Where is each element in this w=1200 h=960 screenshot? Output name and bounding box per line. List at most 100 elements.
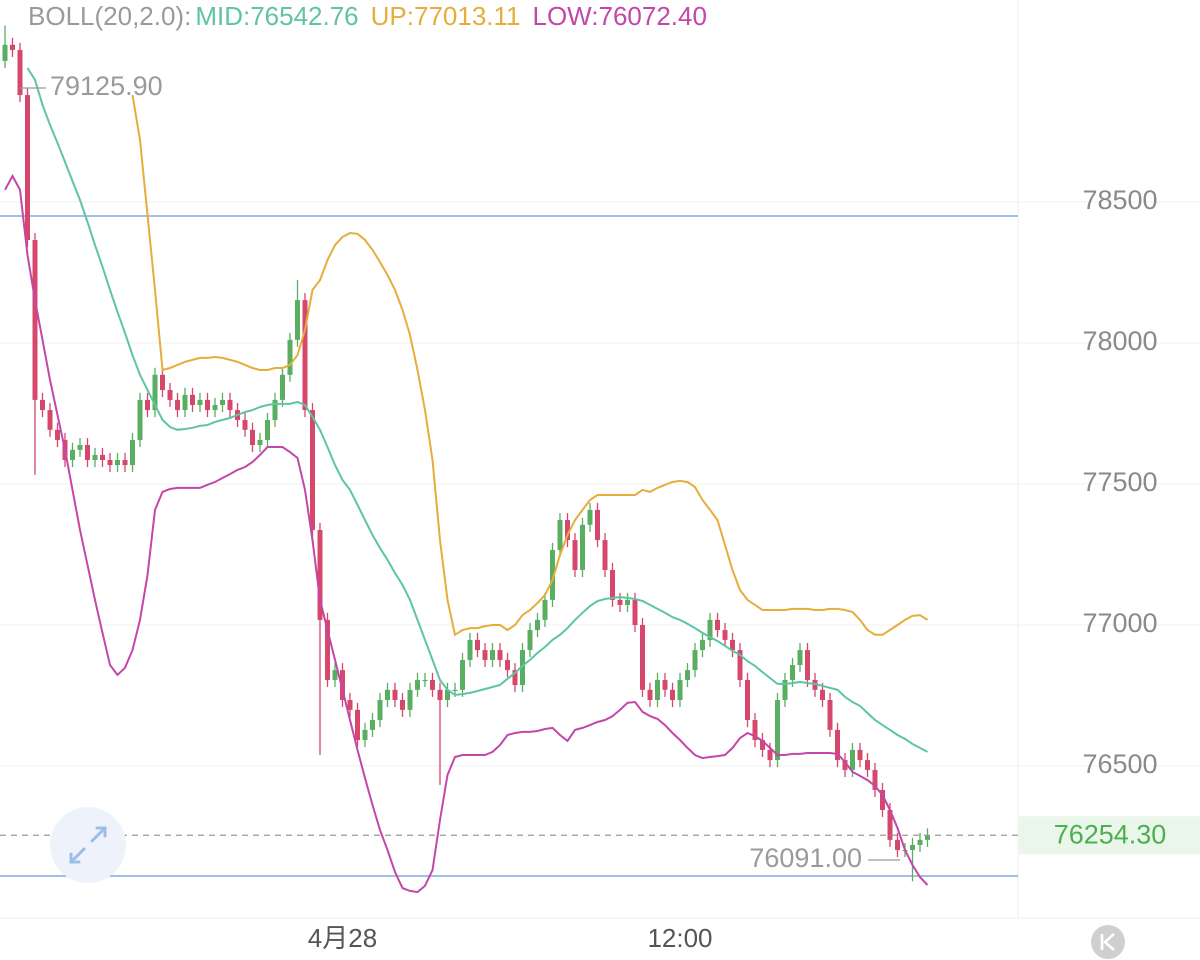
candle-body [145,399,150,411]
boll-line [131,94,929,637]
candle-body [10,44,15,50]
candle-body [152,374,158,411]
candle-body [137,399,143,440]
candle-body [872,769,878,790]
candle-body [122,459,128,466]
candle-body [407,689,413,710]
candle-body [520,650,525,686]
plot [0,25,1018,894]
candle-body [640,624,645,690]
expand-button-bg[interactable] [50,807,126,883]
candle-body [602,540,608,570]
candle-body [595,509,600,541]
expand-button[interactable] [50,807,126,883]
candle-body [557,520,563,550]
candle-body [77,445,83,450]
candle-body [715,619,720,631]
candle-body [730,639,735,651]
candle-body [100,454,105,460]
candle-body [40,399,45,411]
last-price-label: 76254.30 [1054,819,1167,849]
candle-body [655,679,660,700]
candle-body [197,399,203,405]
candle-body [115,459,120,466]
boll-line [4,173,929,894]
candle-body [370,720,375,730]
candle-body [542,599,548,620]
candle-body [670,689,675,700]
candle-body [265,419,270,440]
candle-body [617,599,623,605]
candle-body [887,809,893,840]
candle-body [497,650,503,660]
indicator-name: BOLL(20,2.0): [28,1,191,31]
kline-button-bg[interactable] [1091,925,1125,959]
candle-body [175,399,180,411]
candle-body [430,679,435,690]
candle-body [857,749,863,761]
candle-body [317,529,323,620]
legend-entry: LOW:76072.40 [533,1,707,31]
candle-body [92,454,98,460]
candle-body [310,410,315,530]
candle-body [400,699,405,710]
candle-body [182,394,188,411]
candle-body [377,699,383,721]
candle-body [167,390,173,400]
candle-body [827,699,833,730]
candle-body [257,439,263,446]
candle-body [505,659,510,671]
candle-body [895,839,900,851]
candle-body [917,839,923,845]
candle-body [647,689,653,700]
candle-body [752,720,758,741]
candle-body [355,709,360,741]
candle-body [835,729,840,761]
candle-body [797,650,803,666]
candle-body [722,630,728,640]
candle-body [325,619,330,680]
candle-body [250,429,255,446]
candle-body [572,540,578,570]
candle-body [550,549,555,600]
candle-body [415,679,420,690]
candle-body [445,689,450,700]
candle-body [422,679,428,682]
candle-body [227,399,233,411]
candle-body [820,689,825,700]
candle-body [190,394,195,405]
candle-body [2,44,8,61]
candle-body [437,689,443,700]
kline-icon [1100,933,1115,951]
candle-body [287,339,293,375]
candle-body [85,445,90,460]
candle-body [842,760,848,770]
candle-body [910,844,915,851]
candle-body [130,439,135,466]
kline-button[interactable] [1091,925,1125,959]
candle-body [47,410,53,430]
candle-body [707,619,713,640]
candle-body [745,679,750,721]
candle-body [850,749,855,770]
candle-body [280,374,285,400]
labels: 76500 77000 77500 78000 78500 4月28 12:00 76254.… [20,71,1200,953]
candle-body [220,399,225,405]
expand-icon [69,826,107,864]
max-marker-label: 79125.90 [50,71,163,101]
candle-body [490,650,495,660]
candle-body [782,679,788,700]
indicator-legend: BOLL(20,2.0): MID:76542.76 UP:77013.11 LOW:… [28,1,707,31]
candle-body [790,665,795,680]
candle-body [535,619,540,631]
x-tick-label: 12:00 [647,923,712,953]
candle-body [767,749,773,761]
candle-body [925,835,930,840]
candle-body [760,740,765,750]
candle-body [880,789,885,810]
candle-body [512,670,518,686]
candle-body [452,689,458,692]
candle-body [272,399,278,420]
